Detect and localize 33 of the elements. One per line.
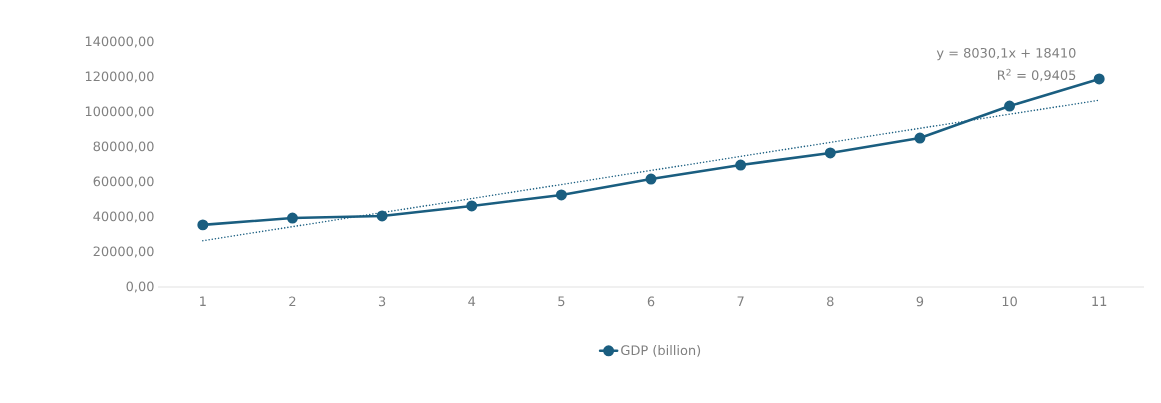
point (197, 219, 209, 231)
point (824, 147, 836, 159)
x-tick-label: 7 (737, 296, 744, 306)
y-tick-label: 100000,00 (85, 106, 154, 118)
point (645, 173, 657, 185)
x-tick-label: 3 (378, 296, 386, 307)
x-tick-label: 8 (827, 296, 834, 307)
x-tick-label: 6 (647, 296, 655, 307)
y-tick-label: 60000,00 (93, 176, 154, 188)
y-tick-label: 80000,00 (93, 141, 154, 153)
x-tick-label: 1 (200, 296, 206, 306)
point (466, 200, 478, 212)
annotation: y = 8030,1x + 18410 (936, 47, 1076, 61)
point (1004, 100, 1016, 112)
y-tick-label: 140000,00 (85, 36, 154, 48)
x-tick-label: 10 (1002, 296, 1017, 307)
y-tick-label: 0,00 (126, 281, 154, 293)
x-tick-label: 9 (916, 296, 924, 307)
point (376, 210, 388, 222)
x-tick-label: 11 (1092, 296, 1107, 306)
x-tick-label: 5 (558, 296, 565, 307)
point (555, 189, 567, 201)
annotation: R$^{2}$ = 0,9405 (998, 68, 1076, 82)
point (1093, 73, 1105, 85)
y-tick-label: 40000,00 (93, 211, 154, 223)
point (735, 159, 747, 171)
point (286, 212, 298, 224)
x-tick-label: 4 (468, 296, 476, 306)
point (914, 132, 926, 144)
x-tick-label: 2 (289, 296, 296, 307)
legend-label: GDP (billion) (621, 345, 701, 357)
y-tick-label: 120000,00 (85, 71, 154, 83)
y-tick-label: 20000,00 (93, 246, 154, 258)
